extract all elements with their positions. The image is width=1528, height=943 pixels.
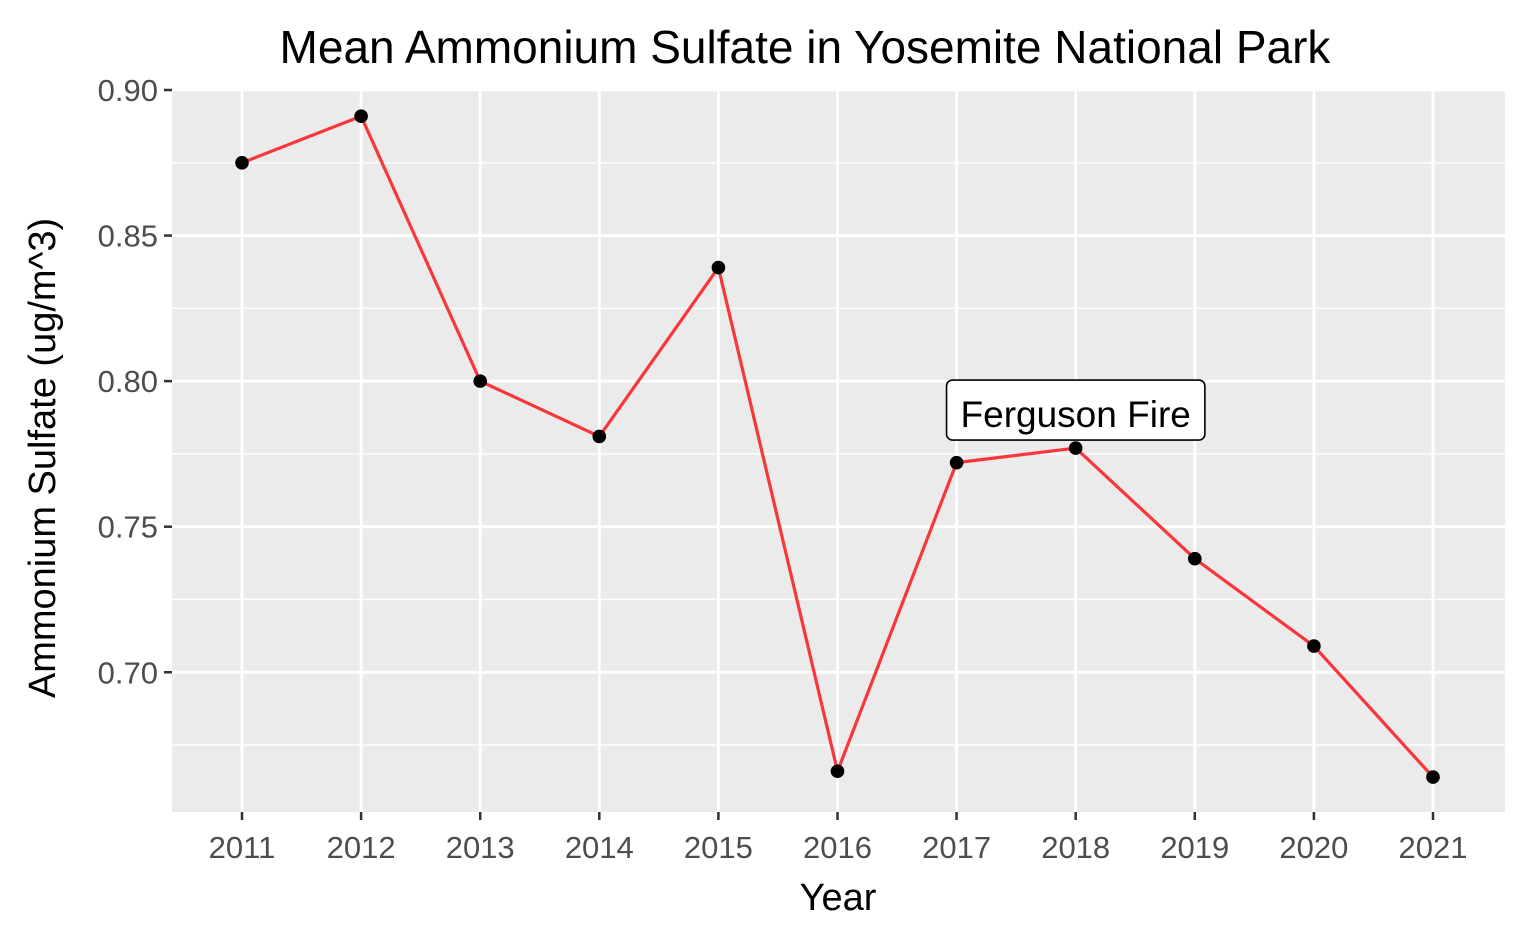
x-tick-label: 2018 — [1041, 830, 1110, 865]
data-point — [235, 155, 249, 170]
y-tick-label: 0.90 — [98, 73, 158, 108]
y-tick-label: 0.80 — [98, 364, 158, 399]
data-point — [1068, 441, 1083, 455]
x-axis: 2011 2012 2013 2014 2015 2016 2017 2018 2019 2020… — [209, 812, 1468, 865]
data-point — [1188, 551, 1202, 566]
x-tick-label: 2019 — [1160, 830, 1229, 865]
data-point — [949, 455, 964, 470]
x-tick-label: 2012 — [327, 830, 396, 865]
annotation-box — [945, 379, 1206, 441]
points-layer — [235, 109, 1440, 784]
chart-title: Mean Ammonium Sulfate in Yosemite Nation… — [280, 21, 1332, 73]
annotation-label: Ferguson Fire — [961, 394, 1191, 435]
x-tick-label: 2016 — [803, 830, 872, 865]
x-tick-label: 2015 — [684, 830, 753, 865]
x-axis-title: Year — [800, 877, 877, 919]
data-point — [473, 374, 488, 388]
y-tick-label: 0.70 — [98, 655, 158, 690]
data-point — [711, 260, 726, 275]
data-point — [1426, 770, 1440, 784]
y-axis: 0.70 0.75 0.80 0.85 0.90 — [98, 73, 172, 690]
x-tick-label: 2014 — [565, 830, 634, 865]
data-point — [592, 429, 607, 444]
x-tick-label: 2013 — [446, 830, 515, 865]
x-tick-label: 2021 — [1399, 830, 1468, 865]
y-axis-title: Ammonium Sulfate (ug/m^3) — [22, 218, 64, 698]
data-point — [1307, 639, 1321, 653]
major-gridlines — [172, 88, 1505, 812]
annotation-layer: Ferguson Fire — [945, 379, 1206, 441]
data-point — [354, 109, 368, 124]
x-tick-label: 2011 — [209, 830, 276, 865]
x-tick-label: 2017 — [922, 830, 991, 865]
y-tick-label: 0.75 — [98, 510, 158, 545]
y-tick-label: 0.85 — [98, 219, 158, 254]
x-tick-label: 2020 — [1279, 830, 1348, 865]
data-point — [830, 764, 845, 779]
